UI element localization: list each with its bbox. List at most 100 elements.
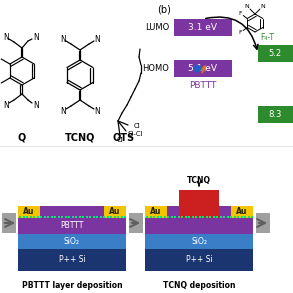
- Bar: [43, 216, 45, 218]
- Bar: [54, 216, 56, 218]
- Bar: [113, 216, 115, 218]
- Bar: [163, 216, 166, 218]
- Bar: [71, 216, 74, 218]
- Text: Cl: Cl: [134, 123, 141, 129]
- Text: HOMO: HOMO: [142, 64, 169, 73]
- Bar: [185, 216, 187, 218]
- Text: Au: Au: [150, 207, 162, 217]
- Bar: [117, 216, 119, 218]
- Bar: [145, 218, 253, 234]
- Text: Cl: Cl: [117, 137, 123, 143]
- Bar: [205, 216, 207, 218]
- Bar: [230, 216, 232, 218]
- Bar: [256, 213, 270, 233]
- Bar: [237, 216, 239, 218]
- Bar: [258, 45, 293, 62]
- FancyArrowPatch shape: [206, 17, 258, 49]
- Text: N: N: [261, 4, 265, 8]
- Text: Au: Au: [236, 207, 248, 217]
- Text: N: N: [33, 33, 39, 42]
- Bar: [89, 216, 91, 218]
- Bar: [30, 216, 32, 218]
- Bar: [2, 213, 16, 233]
- Text: N: N: [3, 33, 9, 42]
- Text: N: N: [94, 35, 100, 43]
- Bar: [188, 216, 190, 218]
- Bar: [219, 206, 231, 218]
- Bar: [241, 216, 243, 218]
- Bar: [50, 216, 52, 218]
- Bar: [244, 216, 246, 218]
- Text: PBTTT layer deposition: PBTTT layer deposition: [22, 280, 122, 289]
- Bar: [61, 216, 63, 218]
- Text: Au: Au: [23, 207, 35, 217]
- Bar: [219, 216, 222, 218]
- Text: N: N: [60, 106, 66, 115]
- Bar: [156, 216, 159, 218]
- Bar: [100, 216, 101, 218]
- Text: Au: Au: [109, 207, 121, 217]
- Text: 8.3: 8.3: [268, 110, 282, 119]
- Bar: [192, 216, 193, 218]
- Bar: [149, 216, 151, 218]
- Bar: [145, 206, 167, 218]
- Text: TCNQ: TCNQ: [65, 133, 95, 143]
- Bar: [258, 106, 293, 123]
- Bar: [181, 216, 183, 218]
- Bar: [145, 234, 253, 249]
- Bar: [18, 249, 126, 271]
- Bar: [18, 206, 40, 218]
- Bar: [19, 216, 21, 218]
- Bar: [212, 216, 214, 218]
- Text: F: F: [239, 11, 242, 16]
- Bar: [174, 19, 232, 36]
- Text: P++ Si: P++ Si: [59, 255, 85, 265]
- Bar: [110, 216, 112, 218]
- Bar: [167, 206, 179, 218]
- Text: Q: Q: [18, 133, 26, 143]
- Bar: [86, 216, 88, 218]
- Text: P++ Si: P++ Si: [186, 255, 212, 265]
- Text: F: F: [239, 30, 242, 35]
- Text: (b): (b): [157, 5, 171, 15]
- Bar: [178, 216, 180, 218]
- Text: N: N: [94, 106, 100, 115]
- Text: N: N: [60, 35, 66, 43]
- Text: Si-Cl: Si-Cl: [128, 131, 144, 137]
- Text: TCNQ: TCNQ: [187, 176, 211, 185]
- Bar: [251, 216, 253, 218]
- Bar: [18, 234, 126, 249]
- Bar: [171, 216, 173, 218]
- Bar: [153, 216, 155, 218]
- Bar: [104, 206, 126, 218]
- Bar: [26, 216, 28, 218]
- Text: N: N: [245, 4, 249, 8]
- Bar: [103, 216, 105, 218]
- Bar: [40, 216, 42, 218]
- Bar: [160, 216, 162, 218]
- Text: N: N: [3, 100, 9, 110]
- Bar: [198, 216, 200, 218]
- Bar: [174, 216, 176, 218]
- Bar: [47, 216, 49, 218]
- Bar: [120, 216, 122, 218]
- Bar: [96, 216, 98, 218]
- Bar: [216, 216, 218, 218]
- Bar: [202, 216, 204, 218]
- Bar: [174, 60, 232, 77]
- Text: SiO₂: SiO₂: [191, 237, 207, 246]
- Bar: [57, 216, 59, 218]
- Bar: [129, 213, 143, 233]
- Bar: [231, 206, 253, 218]
- Text: OTS: OTS: [113, 133, 135, 143]
- Bar: [167, 216, 169, 218]
- Text: 3.1 eV: 3.1 eV: [188, 23, 217, 32]
- Bar: [37, 216, 38, 218]
- Bar: [40, 206, 104, 218]
- Bar: [33, 216, 35, 218]
- Bar: [223, 216, 225, 218]
- Text: LUMO: LUMO: [145, 23, 169, 32]
- Bar: [124, 216, 126, 218]
- Bar: [234, 216, 236, 218]
- Text: 5.2: 5.2: [268, 49, 282, 58]
